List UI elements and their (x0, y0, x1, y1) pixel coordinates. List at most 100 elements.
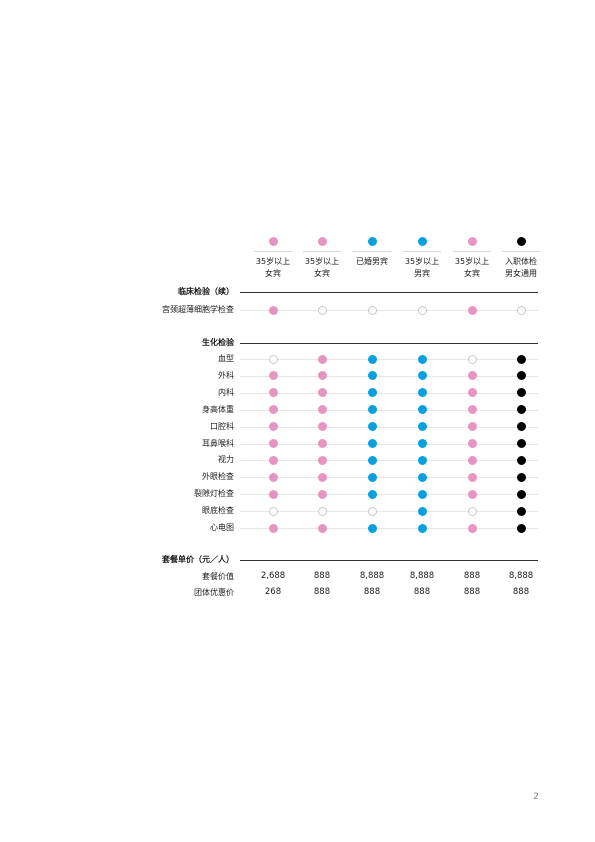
section-rule-pricing (240, 560, 538, 561)
column-header-divider (353, 251, 391, 252)
row-label: 心电图 (210, 523, 234, 532)
availability-dot (317, 371, 327, 381)
availability-dot (467, 506, 477, 516)
column-legend-dot (367, 236, 377, 246)
availability-dot (417, 354, 427, 364)
availability-dot (367, 422, 377, 432)
availability-dot (467, 405, 477, 415)
availability-dot (367, 506, 377, 516)
column-header-line2: 女宾 (265, 269, 281, 278)
price-value: 888 (463, 571, 481, 581)
column-header-line2: 男女通用 (505, 269, 537, 278)
availability-dot (367, 371, 377, 381)
availability-dot (417, 506, 427, 516)
row-divider (240, 375, 538, 377)
price-row-label: 套餐价值 (202, 572, 234, 581)
section-rule-clinical (240, 292, 538, 293)
availability-dot (467, 489, 477, 499)
availability-dot (516, 439, 526, 448)
availability-dot (317, 305, 327, 315)
column-header-line1: 35岁以上 (255, 257, 291, 266)
column-header-line2: 女宾 (314, 269, 330, 278)
availability-dot (268, 523, 278, 533)
availability-dot (467, 422, 477, 432)
price-value: 2,688 (260, 571, 286, 581)
availability-dot (417, 455, 427, 465)
availability-dot (317, 489, 327, 499)
column-legend-dot (317, 236, 327, 246)
column-header-line1: 入职体检 (505, 257, 537, 266)
column-header-divider (403, 251, 441, 252)
column-header-line1: 35岁以上 (404, 257, 440, 266)
column-legend-dot (268, 236, 278, 246)
row-divider (240, 477, 538, 479)
column-legend-dot (516, 236, 526, 246)
availability-dot (268, 371, 278, 381)
availability-dot (516, 388, 526, 398)
availability-dot (367, 405, 377, 415)
availability-dot (367, 472, 377, 482)
availability-dot (516, 422, 526, 432)
availability-dot (417, 371, 427, 381)
availability-dot (367, 305, 377, 315)
availability-dot (516, 371, 526, 381)
availability-dot (367, 523, 377, 533)
row-divider (240, 392, 538, 394)
availability-dot (367, 388, 377, 398)
page-number: 2 (533, 792, 539, 802)
row-label: 耳鼻喉科 (202, 438, 234, 448)
availability-dot (417, 439, 427, 448)
availability-dot (516, 455, 526, 465)
row-divider (240, 426, 538, 428)
availability-dot (268, 506, 278, 516)
availability-dot (417, 422, 427, 432)
column-header-divider (303, 251, 341, 252)
availability-dot (516, 523, 526, 533)
row-divider (240, 511, 538, 513)
column-header-divider (502, 251, 540, 252)
column-header-line1: 35岁以上 (304, 257, 340, 266)
availability-dot (516, 489, 526, 499)
row-divider (240, 409, 538, 411)
availability-dot (467, 388, 477, 398)
row-label: 视力 (218, 455, 234, 465)
price-value: 888 (413, 587, 431, 597)
availability-dot (417, 472, 427, 482)
availability-dot (417, 305, 427, 315)
availability-dot (367, 489, 377, 499)
column-header-line2: 女宾 (464, 269, 480, 278)
availability-dot (367, 439, 377, 448)
availability-dot (317, 388, 327, 398)
availability-dot (417, 489, 427, 499)
row-label: 内科 (218, 387, 234, 397)
availability-dot (317, 523, 327, 533)
price-row-label: 团体优惠价 (194, 588, 234, 597)
availability-dot (268, 388, 278, 398)
availability-dot (317, 354, 327, 364)
row-label: 外眼检查 (202, 472, 234, 482)
availability-dot (367, 455, 377, 465)
availability-dot (516, 506, 526, 516)
row-label: 宫颈超薄细胞学检查 (162, 305, 234, 314)
column-legend-dot (467, 236, 477, 246)
row-label: 裂隙灯检查 (194, 489, 234, 499)
column-header-divider (453, 251, 491, 252)
availability-dot (467, 354, 477, 364)
price-value: 268 (264, 587, 282, 597)
price-value: 8,888 (359, 571, 385, 581)
availability-dot (417, 388, 427, 398)
section-title-pricing: 套餐单价（元／人） (162, 555, 234, 564)
price-value: 888 (463, 587, 481, 597)
availability-dot (467, 371, 477, 381)
section-title-clinical: 临床检验（续） (178, 287, 234, 296)
availability-dot (467, 523, 477, 533)
availability-dot (516, 405, 526, 415)
column-header-divider (254, 251, 292, 252)
availability-dot (516, 354, 526, 364)
availability-dot (317, 405, 327, 415)
section-title-biochem: 生化检验 (202, 338, 234, 347)
row-divider (240, 460, 538, 462)
price-value: 8,888 (409, 571, 435, 581)
availability-dot (467, 455, 477, 465)
availability-dot (268, 405, 278, 415)
